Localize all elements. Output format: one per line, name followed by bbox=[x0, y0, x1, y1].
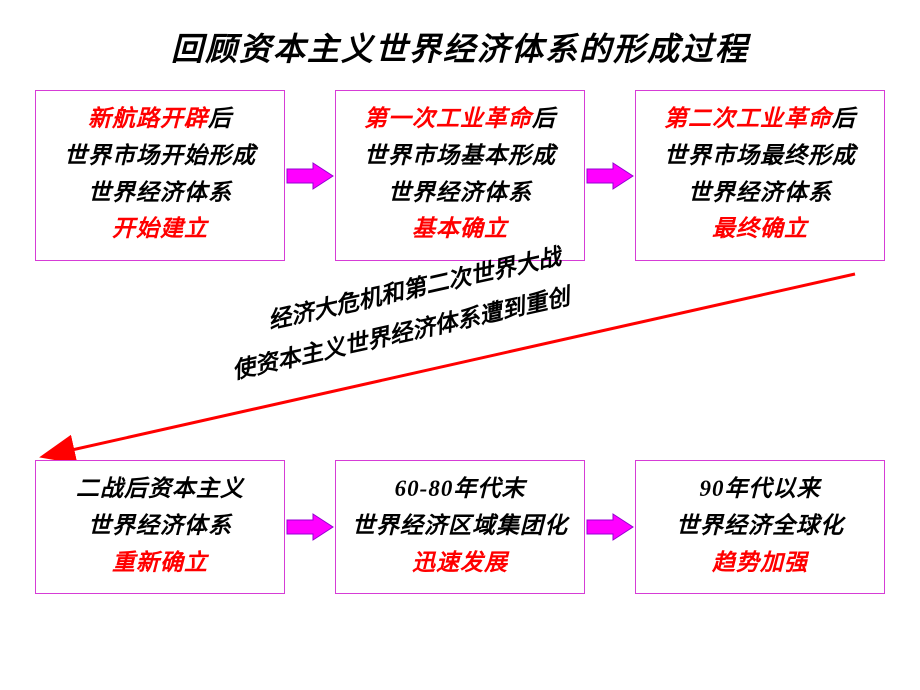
diagonal-transition: 经济大危机和第二次世界大战 使资本主义世界经济体系遭到重创 bbox=[0, 270, 920, 460]
box1-line2: 世界市场开始形成 bbox=[44, 138, 276, 175]
box2-line2: 世界市场基本形成 bbox=[344, 138, 576, 175]
box2-line1: 第一次工业革命后 bbox=[344, 101, 576, 138]
stage-box-4: 二战后资本主义 世界经济体系 重新确立 bbox=[35, 460, 285, 594]
box4-line2: 世界经济体系 bbox=[44, 508, 276, 545]
stage-box-5: 60-80年代末 世界经济区域集团化 迅速发展 bbox=[335, 460, 585, 594]
diagonal-label-2: 使资本主义世界经济体系遭到重创 bbox=[228, 277, 572, 385]
flow-row-top: 新航路开辟后 世界市场开始形成 世界经济体系 开始建立 第一次工业革命后 世界市… bbox=[0, 90, 920, 261]
box3-line4: 最终确立 bbox=[644, 211, 876, 248]
arrow-right-icon bbox=[585, 512, 635, 542]
box1-line1: 新航路开辟后 bbox=[44, 101, 276, 138]
box3-line1: 第二次工业革命后 bbox=[644, 101, 876, 138]
stage-box-3: 第二次工业革命后 世界市场最终形成 世界经济体系 最终确立 bbox=[635, 90, 885, 261]
box5-line2: 世界经济区域集团化 bbox=[344, 508, 576, 545]
box4-line1: 二战后资本主义 bbox=[44, 471, 276, 508]
box6-line2: 世界经济全球化 bbox=[644, 508, 876, 545]
box6-line1: 90年代以来 bbox=[644, 471, 876, 508]
box3-line2: 世界市场最终形成 bbox=[644, 138, 876, 175]
box2-line3: 世界经济体系 bbox=[344, 175, 576, 212]
stage-box-6: 90年代以来 世界经济全球化 趋势加强 bbox=[635, 460, 885, 594]
box5-line1: 60-80年代末 bbox=[344, 471, 576, 508]
arrow-right-icon bbox=[285, 161, 335, 191]
box2-line4: 基本确立 bbox=[344, 211, 576, 248]
box4-line3: 重新确立 bbox=[44, 545, 276, 582]
arrow-right-icon bbox=[585, 161, 635, 191]
flow-row-bottom: 二战后资本主义 世界经济体系 重新确立 60-80年代末 世界经济区域集团化 迅… bbox=[0, 460, 920, 594]
page-title: 回顾资本主义世界经济体系的形成过程 bbox=[0, 0, 920, 70]
stage-box-1: 新航路开辟后 世界市场开始形成 世界经济体系 开始建立 bbox=[35, 90, 285, 261]
arrow-right-icon bbox=[285, 512, 335, 542]
box1-line4: 开始建立 bbox=[44, 211, 276, 248]
stage-box-2: 第一次工业革命后 世界市场基本形成 世界经济体系 基本确立 bbox=[335, 90, 585, 261]
box6-line3: 趋势加强 bbox=[644, 545, 876, 582]
box5-line3: 迅速发展 bbox=[344, 545, 576, 582]
box3-line3: 世界经济体系 bbox=[644, 175, 876, 212]
box1-line3: 世界经济体系 bbox=[44, 175, 276, 212]
diagonal-arrow-icon bbox=[0, 270, 920, 460]
